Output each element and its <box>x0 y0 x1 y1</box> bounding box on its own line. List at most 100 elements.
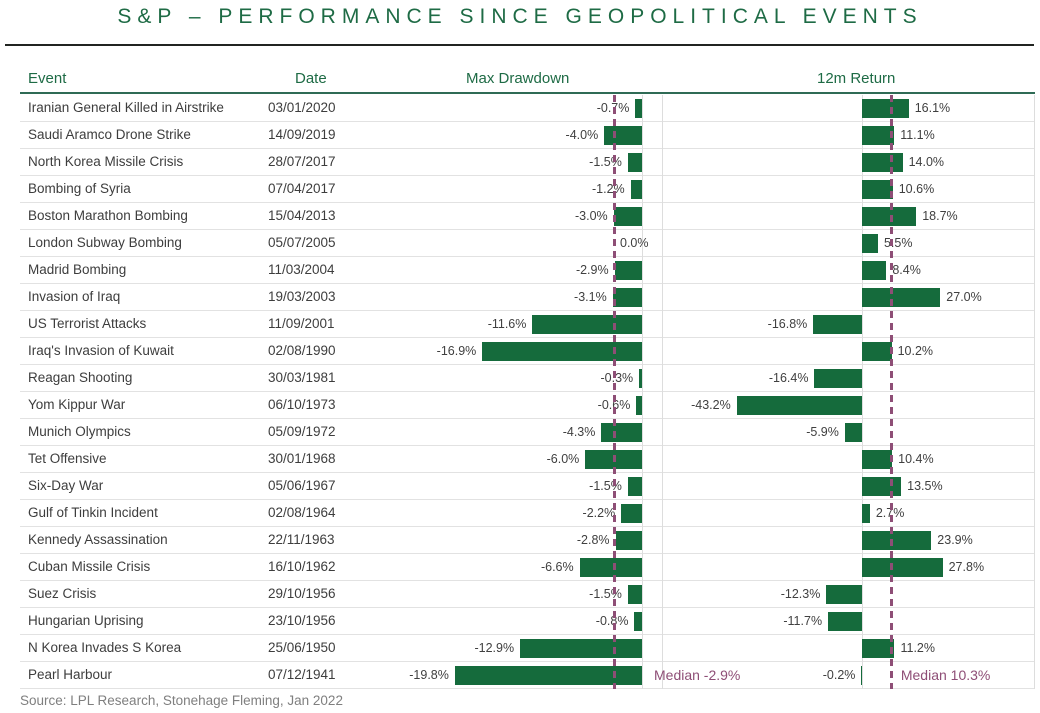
drawdown-value: -2.2% <box>582 506 616 520</box>
return-value: 18.7% <box>922 209 958 223</box>
return-bar <box>862 639 895 658</box>
return-bar <box>862 153 903 172</box>
return-axis-line <box>862 95 863 689</box>
return-bar <box>861 666 862 685</box>
event-label: Iranian General Killed in Airstrike <box>28 100 224 115</box>
drawdown-value: -1.5% <box>589 155 622 169</box>
return-value: 8.4% <box>892 263 921 277</box>
return-plot-edge-line <box>1034 95 1035 689</box>
return-value: -16.8% <box>767 317 808 331</box>
drawdown-bar <box>614 261 642 280</box>
return-value: 27.0% <box>946 290 982 304</box>
return-value: 5.5% <box>883 236 913 250</box>
return-bar <box>862 504 870 523</box>
event-label: North Korea Missile Crisis <box>28 154 184 169</box>
drawdown-bar <box>520 639 642 658</box>
event-label: Madrid Bombing <box>28 262 127 277</box>
drawdown-bar <box>621 504 642 523</box>
return-value: 16.1% <box>914 101 951 115</box>
date-label: 30/03/1981 <box>268 370 336 385</box>
date-label: 11/03/2004 <box>268 262 335 277</box>
date-label: 06/10/1973 <box>268 397 336 412</box>
table-row: Six-Day War 05/06/1967 -1.5% 13.5% <box>20 473 1035 500</box>
event-label: Suez Crisis <box>28 586 97 601</box>
return-bar <box>828 612 862 631</box>
return-bar <box>862 342 892 361</box>
event-label: Yom Kippur War <box>28 397 126 412</box>
event-label: Boston Marathon Bombing <box>28 208 188 223</box>
date-label: 28/07/2017 <box>268 154 336 169</box>
table-row: US Terrorist Attacks 11/09/2001 -11.6% -16.… <box>20 311 1035 338</box>
event-label: London Subway Bombing <box>28 235 182 250</box>
drawdown-bar <box>604 126 642 145</box>
column-header-date: Date <box>295 70 327 87</box>
return-median-label: Median 10.3% <box>900 667 991 683</box>
drawdown-value: -2.8% <box>576 533 610 547</box>
header-divider <box>20 92 1035 94</box>
return-value: -0.2% <box>822 668 856 682</box>
table-row: Munich Olympics 05/09/1972 -4.3% -5.9% <box>20 419 1035 446</box>
table-row: Pearl Harbour 07/12/1941 -19.8% -0.2% <box>20 662 1035 689</box>
events-table: Median -2.9% Median 10.3% Iranian Genera… <box>20 95 1035 689</box>
return-value: 11.2% <box>900 641 935 655</box>
event-label: US Terrorist Attacks <box>28 316 147 331</box>
event-label: Pearl Harbour <box>28 667 113 682</box>
return-bar <box>862 531 932 550</box>
return-value: -12.3% <box>780 587 821 601</box>
return-bar <box>844 423 862 442</box>
drawdown-value: -11.6% <box>487 317 527 331</box>
drawdown-bar <box>627 153 642 172</box>
event-label: Iraq's Invasion of Kuwait <box>28 343 174 358</box>
return-value: -16.4% <box>768 371 809 385</box>
title-divider <box>5 44 1034 46</box>
return-bar <box>862 207 917 226</box>
drawdown-value: -19.8% <box>409 668 449 682</box>
drawdown-value: -4.0% <box>565 128 599 142</box>
table-row: London Subway Bombing 05/07/2005 0.0% 5.5% <box>20 230 1035 257</box>
event-label: Kennedy Assassination <box>28 532 168 547</box>
date-label: 29/10/1956 <box>268 586 336 601</box>
drawdown-bar <box>532 315 642 334</box>
table-row: Hungarian Uprising 23/10/1956 -0.8% -11.7% <box>20 608 1035 635</box>
event-label: Six-Day War <box>28 478 104 493</box>
return-value: 10.2% <box>897 344 934 358</box>
drawdown-bar <box>613 207 642 226</box>
return-bar <box>862 558 943 577</box>
drawdown-bar <box>630 180 642 199</box>
date-label: 19/03/2003 <box>268 289 336 304</box>
drawdown-value: -3.0% <box>574 209 608 223</box>
drawdown-value: -4.3% <box>562 425 596 439</box>
table-row: Suez Crisis 29/10/1956 -1.5% -12.3% <box>20 581 1035 608</box>
table-row: North Korea Missile Crisis 28/07/2017 -1.5… <box>20 149 1035 176</box>
date-label: 02/08/1990 <box>268 343 336 358</box>
return-bar <box>826 585 862 604</box>
return-bar <box>862 99 909 118</box>
event-label: Saudi Aramco Drone Strike <box>28 127 191 142</box>
drawdown-value: -6.0% <box>546 452 580 466</box>
drawdown-bar <box>612 288 642 307</box>
return-value: 2.7% <box>876 500 905 526</box>
drawdown-bar <box>639 369 642 388</box>
drawdown-axis-line <box>642 95 643 689</box>
drawdown-value: -0.3% <box>600 371 634 385</box>
date-label: 03/01/2020 <box>268 100 336 115</box>
table-row: Iraq's Invasion of Kuwait 02/08/1990 -16.9… <box>20 338 1035 365</box>
date-label: 05/09/1972 <box>268 424 336 439</box>
drawdown-bar <box>634 612 642 631</box>
column-header-event: Event <box>28 70 67 87</box>
drawdown-bar <box>627 585 642 604</box>
return-value: -5.9% <box>806 425 839 439</box>
event-label: Bombing of Syria <box>28 181 131 196</box>
event-label: Cuban Missile Crisis <box>28 559 151 574</box>
drawdown-bar <box>636 396 642 415</box>
date-label: 15/04/2013 <box>268 208 336 223</box>
table-row: Kennedy Assassination 22/11/1963 -2.8% 23.9… <box>20 527 1035 554</box>
return-value: 23.9% <box>937 533 973 547</box>
date-label: 16/10/1962 <box>268 559 336 574</box>
table-row: Gulf of Tinkin Incident 02/08/1964 -2.2% 2.… <box>20 500 1035 527</box>
drawdown-value: -0.8% <box>596 608 629 634</box>
drawdown-value: 0.0% <box>620 236 649 250</box>
table-row: Reagan Shooting 30/03/1981 -0.3% -16.4% <box>20 365 1035 392</box>
